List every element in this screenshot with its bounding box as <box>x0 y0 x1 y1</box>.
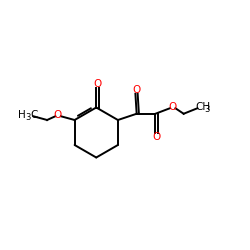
Text: CH: CH <box>195 102 210 113</box>
Text: H: H <box>18 110 26 120</box>
Text: O: O <box>152 132 161 141</box>
Text: 3: 3 <box>204 105 210 114</box>
Text: O: O <box>93 79 102 89</box>
Text: C: C <box>31 110 38 120</box>
Text: O: O <box>169 102 177 113</box>
Text: 3: 3 <box>26 113 31 122</box>
Text: O: O <box>53 110 62 120</box>
Text: O: O <box>132 85 141 95</box>
